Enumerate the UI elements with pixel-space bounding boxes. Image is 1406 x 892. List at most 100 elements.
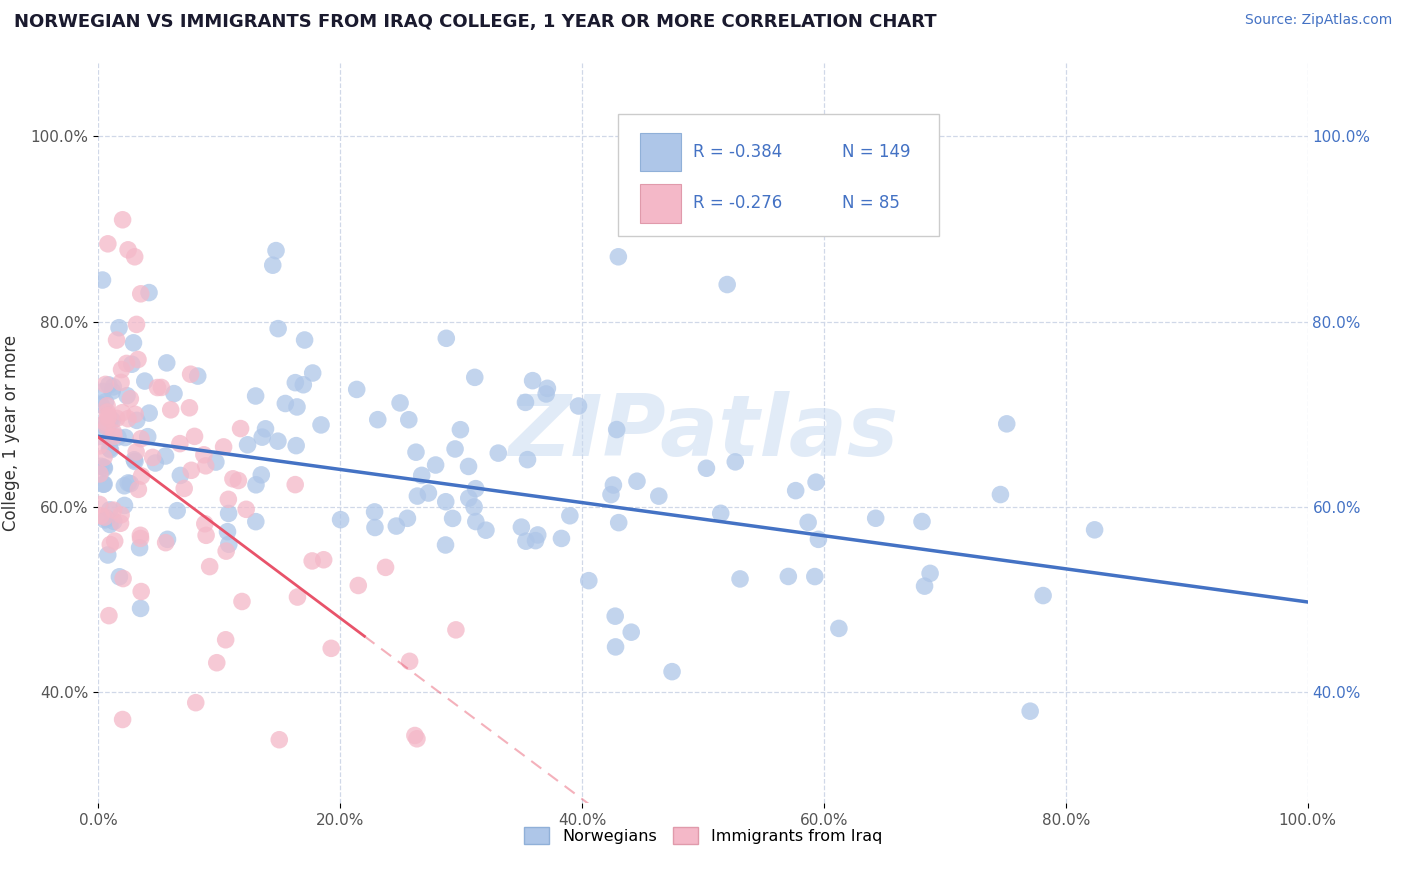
Point <box>93 461 115 475</box>
Point <box>235 502 257 516</box>
Point <box>111 212 134 227</box>
Point <box>98 537 121 551</box>
Point <box>406 731 429 746</box>
Point <box>301 366 323 380</box>
Point <box>217 524 239 539</box>
Point <box>94 513 117 527</box>
Point <box>125 318 148 332</box>
Point <box>129 532 152 546</box>
Point <box>89 497 111 511</box>
Point <box>385 519 408 533</box>
Point <box>620 625 643 640</box>
Point <box>94 395 117 409</box>
Point <box>90 398 112 412</box>
Text: N = 149: N = 149 <box>842 143 911 161</box>
Point <box>367 412 389 426</box>
Point <box>117 243 139 257</box>
Point <box>93 477 115 491</box>
Point <box>91 417 114 432</box>
Point <box>457 491 479 505</box>
Point <box>536 381 558 395</box>
Point <box>110 508 132 522</box>
Point <box>121 357 143 371</box>
Point <box>124 407 146 421</box>
Point <box>146 380 169 394</box>
Point <box>125 413 148 427</box>
Point <box>254 422 277 436</box>
Point <box>129 584 152 599</box>
Legend: Norwegians, Immigrants from Iraq: Norwegians, Immigrants from Iraq <box>517 821 889 850</box>
Point <box>143 456 166 470</box>
Point <box>100 412 122 426</box>
Point <box>444 442 467 456</box>
Point <box>108 320 131 334</box>
Point <box>104 534 127 549</box>
Point <box>100 442 122 457</box>
Point <box>914 579 936 593</box>
Point <box>404 729 426 743</box>
Point <box>103 515 125 529</box>
Point <box>398 413 420 427</box>
Point <box>105 333 128 347</box>
Point <box>155 449 177 463</box>
Point <box>374 560 396 574</box>
Point <box>567 399 589 413</box>
Point <box>187 369 209 384</box>
Point <box>389 396 412 410</box>
Point <box>94 415 117 429</box>
Point <box>115 356 138 370</box>
Point <box>405 445 427 459</box>
Point <box>449 423 471 437</box>
Point <box>778 569 800 583</box>
Point <box>797 516 820 530</box>
Point <box>136 430 159 444</box>
Point <box>169 436 191 450</box>
Point <box>214 632 236 647</box>
Point <box>93 450 115 465</box>
Point <box>194 458 217 473</box>
Point <box>205 656 228 670</box>
Point <box>97 548 120 562</box>
Point <box>364 520 387 534</box>
Point <box>434 331 457 345</box>
Point <box>111 406 134 420</box>
Point <box>516 452 538 467</box>
Point <box>129 286 152 301</box>
Point <box>294 333 316 347</box>
Point <box>285 439 308 453</box>
Point <box>129 528 152 542</box>
Point <box>911 515 934 529</box>
Point <box>129 432 152 446</box>
Point <box>114 499 136 513</box>
Point <box>90 508 112 523</box>
Point <box>97 409 120 423</box>
Point <box>114 430 136 444</box>
Point <box>287 590 309 604</box>
Point <box>103 503 125 517</box>
Point <box>89 439 111 453</box>
Text: Source: ZipAtlas.com: Source: ZipAtlas.com <box>1244 13 1392 28</box>
Point <box>96 419 118 434</box>
Point <box>97 236 120 251</box>
Point <box>605 609 627 624</box>
Point <box>245 478 267 492</box>
Point <box>131 469 153 483</box>
Point <box>411 468 433 483</box>
Point <box>205 455 228 469</box>
Point <box>1032 589 1054 603</box>
Point <box>526 528 548 542</box>
Point <box>97 378 120 392</box>
Point <box>804 569 827 583</box>
Point <box>607 516 630 530</box>
Point <box>475 523 498 537</box>
Point <box>222 472 245 486</box>
Point <box>107 430 129 444</box>
Point <box>103 425 125 440</box>
Text: R = -0.276: R = -0.276 <box>693 194 783 212</box>
Point <box>90 459 112 474</box>
Point <box>127 483 149 497</box>
Point <box>212 440 235 454</box>
Point <box>716 277 738 292</box>
Point <box>193 448 215 462</box>
Point <box>267 321 290 335</box>
